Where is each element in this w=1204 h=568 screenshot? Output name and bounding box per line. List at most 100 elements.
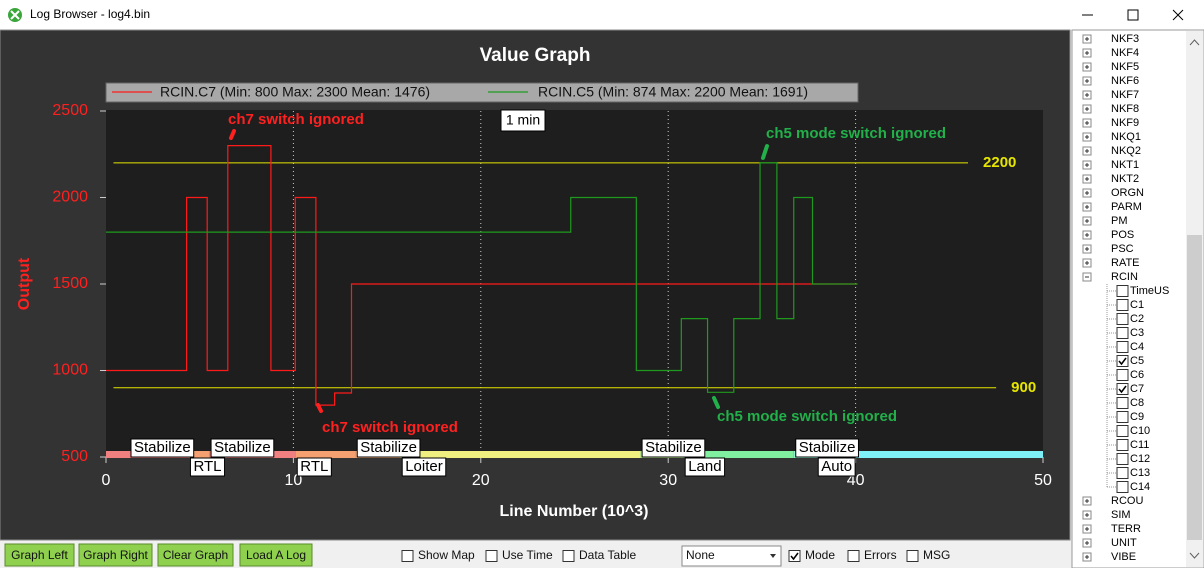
maximize-button[interactable] (1127, 9, 1139, 21)
mode-label: RTL (300, 458, 328, 475)
tree-checkbox[interactable] (1116, 285, 1129, 297)
tree-item[interactable]: NKT2 (1111, 173, 1139, 185)
tree-checkbox[interactable] (1116, 425, 1129, 437)
tree-child[interactable]: C3 (1130, 327, 1144, 339)
tree-item[interactable]: NKQ2 (1111, 145, 1141, 157)
y-tick-label: 500 (61, 448, 88, 465)
tree-checkbox[interactable] (1116, 341, 1129, 353)
mode-label: Stabilize (645, 439, 702, 456)
tree-checkbox[interactable] (1116, 383, 1129, 395)
mode-label: Land (688, 458, 721, 475)
option-checkbox[interactable] (562, 550, 575, 562)
scroll-up[interactable] (1189, 39, 1200, 46)
mode-label: Stabilize (360, 439, 417, 456)
tree-child[interactable]: C1 (1130, 299, 1144, 311)
tree-item[interactable]: NKT1 (1111, 159, 1139, 171)
dropdown[interactable] (681, 545, 782, 567)
tree-item[interactable]: POS (1111, 229, 1134, 241)
tree-item[interactable]: NKF4 (1111, 47, 1139, 59)
tree-item[interactable]: NKF5 (1111, 61, 1139, 73)
option-label[interactable]: Errors (864, 548, 897, 562)
tree-item[interactable]: PSC (1111, 243, 1134, 255)
button[interactable] (239, 543, 313, 567)
x-axis-label: Line Number (10^3) (500, 503, 649, 520)
tree-checkbox[interactable] (1116, 439, 1129, 451)
option-label[interactable]: Use Time (502, 548, 553, 562)
tree-child[interactable]: C12 (1130, 453, 1150, 465)
scrollbar-thumb[interactable] (1187, 235, 1202, 540)
button-label[interactable]: Load A Log (246, 548, 306, 562)
tree-item[interactable]: UNIT (1111, 537, 1137, 549)
tree-child[interactable]: C2 (1130, 313, 1144, 325)
tree-item[interactable]: NKF6 (1111, 75, 1139, 87)
tree-child[interactable]: C11 (1130, 439, 1149, 451)
tree-child[interactable]: C13 (1130, 467, 1150, 479)
option-checkbox[interactable] (401, 550, 414, 562)
tree-item[interactable]: PM (1111, 215, 1128, 227)
tree-item[interactable]: NKF3 (1111, 33, 1139, 45)
button[interactable] (78, 543, 153, 567)
tree-item[interactable]: NKF8 (1111, 103, 1139, 115)
tree-child[interactable]: C10 (1130, 425, 1150, 437)
option-label[interactable]: Data Table (579, 548, 636, 562)
tree-checkbox[interactable] (1116, 467, 1129, 479)
mode-band (188, 451, 210, 458)
y-tick-label: 1000 (52, 362, 88, 379)
tree-checkbox[interactable] (1116, 313, 1129, 325)
tree-checkbox[interactable] (1116, 411, 1129, 423)
tree-child[interactable]: C14 (1130, 481, 1150, 493)
tree-item[interactable]: TERR (1111, 523, 1141, 535)
tree-panel (1071, 29, 1204, 568)
option-checkbox[interactable] (485, 550, 498, 562)
y-axis-label: Output (16, 257, 33, 310)
option-checkbox[interactable] (906, 550, 919, 562)
tree-checkbox[interactable] (1116, 369, 1129, 381)
button[interactable] (4, 543, 75, 567)
x-tick-label: 50 (1034, 472, 1052, 489)
tree-child[interactable]: C8 (1130, 397, 1144, 409)
tree-checkbox[interactable] (1116, 327, 1129, 339)
mode-label-box (817, 457, 856, 477)
mode-label-box (641, 438, 706, 458)
tree-item[interactable]: SIM (1111, 509, 1131, 521)
button-label[interactable]: Graph Right (83, 548, 148, 562)
tree-child[interactable]: C4 (1130, 341, 1144, 353)
button-label[interactable]: Graph Left (11, 548, 68, 562)
option-label[interactable]: Show Map (418, 548, 475, 562)
reference-label: 900 (1011, 379, 1036, 396)
tree-child[interactable]: C5 (1130, 355, 1144, 367)
tree-checkbox[interactable] (1116, 299, 1129, 311)
tree-checkbox[interactable] (1116, 453, 1129, 465)
tree-checkbox[interactable] (1116, 481, 1129, 493)
button[interactable] (157, 543, 234, 567)
tree-item[interactable]: VIBE (1111, 551, 1136, 563)
tree-item[interactable]: ORGN (1111, 187, 1144, 199)
annotation-pointer (316, 403, 323, 413)
tree-item[interactable]: RATE (1111, 257, 1140, 269)
option-label[interactable]: MSG (923, 548, 950, 562)
tree-item[interactable]: RCOU (1111, 495, 1143, 507)
option-checkbox[interactable] (788, 550, 801, 562)
option-label[interactable]: Mode (805, 548, 835, 562)
tree-item[interactable]: NKQ1 (1111, 131, 1141, 143)
legend-label: RCIN.C5 (Min: 874 Max: 2200 Mean: 1691) (538, 84, 808, 100)
mode-band (816, 451, 1043, 458)
tree-checkbox[interactable] (1116, 355, 1129, 367)
tree-checkbox-check (1118, 385, 1127, 394)
button-label[interactable]: Clear Graph (163, 548, 228, 562)
close-button[interactable] (1172, 9, 1184, 21)
tree-item[interactable]: PARM (1111, 201, 1142, 213)
scroll-down[interactable] (1189, 552, 1200, 559)
tree-child[interactable]: C9 (1130, 411, 1144, 423)
tree-item[interactable]: RCIN (1111, 271, 1138, 283)
tree-item[interactable]: NKF9 (1111, 117, 1139, 129)
tree-checkbox[interactable] (1116, 397, 1129, 409)
dropdown-value[interactable]: None (686, 548, 715, 562)
tree-child[interactable]: TimeUS (1130, 285, 1169, 297)
mode-label-box (401, 457, 447, 477)
option-checkbox[interactable] (847, 550, 860, 562)
tree-child[interactable]: C6 (1130, 369, 1144, 381)
tree-child[interactable]: C7 (1130, 383, 1144, 395)
tree-item[interactable]: NKF7 (1111, 89, 1139, 101)
mode-label: Stabilize (134, 439, 191, 456)
